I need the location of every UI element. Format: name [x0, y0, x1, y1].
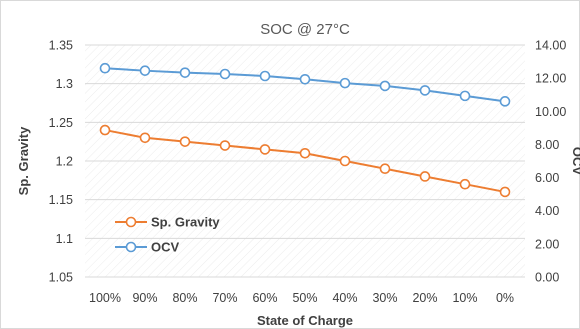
data-point-sp-gravity [419, 171, 431, 182]
right-axis: 0.00 2.00 4.00 6.00 8.00 10.00 12.00 14.00 [535, 39, 566, 285]
data-point-ocv [339, 77, 351, 89]
data-point-ocv [99, 62, 111, 74]
x-tick-label: 0% [496, 291, 514, 305]
x-tick-label: 20% [412, 291, 437, 305]
data-point-sp-gravity [139, 132, 151, 144]
x-tick-label: 50% [292, 291, 317, 305]
legend: Sp. Gravity OCV [115, 215, 220, 255]
data-point-sp-gravity [299, 147, 311, 159]
data-point-ocv [299, 74, 311, 85]
legend-item-sp-gravity: Sp. Gravity [115, 215, 220, 230]
x-tick-label: 40% [332, 291, 357, 305]
y-axis-right-title: OCV [570, 147, 580, 176]
legend-label-sp-gravity: Sp. Gravity [151, 215, 220, 230]
y-left-tick-label: 1.05 [49, 271, 73, 285]
y-left-tick-label: 1.1 [56, 232, 73, 246]
y-right-tick-label: 8.00 [535, 138, 559, 152]
data-point-sp-gravity [179, 136, 191, 147]
x-axis: 100% 90% 80% 70% 60% 50% 40% 30% 20% 10% 0% [89, 291, 514, 305]
data-point-ocv [379, 80, 391, 92]
data-point-ocv [419, 85, 431, 96]
data-point-sp-gravity [99, 124, 111, 136]
x-tick-label: 100% [89, 291, 121, 305]
data-point-ocv [259, 70, 271, 82]
x-tick-label: 10% [452, 291, 477, 305]
y-left-tick-label: 1.35 [49, 39, 73, 53]
legend-label-ocv: OCV [151, 240, 180, 255]
data-point-ocv [459, 90, 471, 102]
left-axis: 1.05 1.1 1.15 1.2 1.25 1.3 1.35 [49, 39, 73, 285]
y-left-tick-label: 1.2 [56, 155, 73, 169]
data-point-ocv [499, 96, 511, 107]
series-layer [99, 62, 511, 198]
legend-item-ocv: OCV [115, 240, 180, 255]
x-tick-label: 60% [252, 291, 277, 305]
x-tick-label: 70% [212, 291, 237, 305]
y-right-tick-label: 10.00 [535, 105, 566, 119]
x-tick-label: 90% [132, 291, 157, 305]
y-left-tick-label: 1.25 [49, 116, 73, 130]
x-axis-title: State of Charge [257, 313, 353, 328]
y-right-tick-label: 0.00 [535, 271, 559, 285]
y-right-tick-label: 14.00 [535, 39, 566, 53]
y-left-tick-label: 1.15 [49, 193, 73, 207]
data-point-sp-gravity [219, 140, 231, 151]
data-point-ocv [139, 65, 151, 76]
y-left-tick-label: 1.3 [56, 77, 73, 91]
data-point-ocv [219, 68, 231, 80]
y-right-tick-label: 6.00 [535, 171, 559, 185]
data-point-sp-gravity [339, 155, 351, 167]
data-point-sp-gravity [379, 163, 391, 175]
data-point-ocv [179, 67, 191, 78]
chart-title: SOC @ 27°C [260, 21, 350, 38]
data-point-sp-gravity [499, 186, 511, 198]
y-axis-left-title: Sp. Gravity [16, 126, 31, 195]
data-point-sp-gravity [259, 144, 271, 155]
x-tick-label: 80% [172, 291, 197, 305]
y-right-tick-label: 2.00 [535, 237, 559, 251]
x-tick-label: 30% [372, 291, 397, 305]
y-right-tick-label: 4.00 [535, 204, 559, 218]
y-right-tick-label: 12.00 [535, 72, 566, 86]
data-point-sp-gravity [459, 178, 471, 190]
